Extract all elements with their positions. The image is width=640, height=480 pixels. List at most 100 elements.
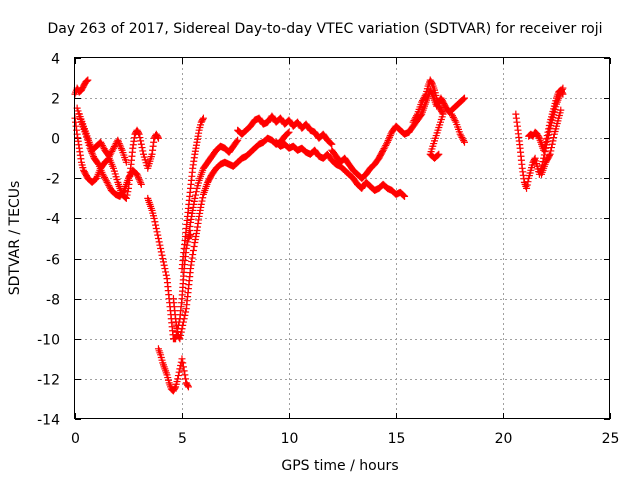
data-point [110, 143, 118, 151]
data-point [182, 375, 190, 383]
data-point [178, 325, 186, 333]
data-point [102, 177, 110, 185]
data-point [180, 315, 188, 323]
data-point [530, 156, 538, 164]
data-point [155, 238, 163, 246]
data-point [161, 265, 169, 273]
data-point [98, 141, 106, 149]
data-point [123, 191, 131, 199]
series-g [169, 128, 293, 343]
data-point [549, 137, 557, 145]
x-tick-labels: 0 5 10 15 20 25 [71, 431, 619, 447]
chart-title: Day 263 of 2017, Sidereal Day-to-day VTE… [47, 21, 602, 37]
data-point [103, 178, 111, 186]
data-point [153, 228, 161, 236]
data-point [176, 335, 184, 343]
data-point [150, 214, 158, 222]
data-point [386, 132, 394, 140]
data-point [101, 175, 109, 183]
data-point [327, 139, 335, 147]
data-point [546, 150, 554, 158]
data-point [101, 174, 109, 182]
data-point [116, 141, 124, 149]
data-point [460, 95, 468, 103]
data-point [199, 116, 207, 124]
data-point [137, 137, 145, 145]
series-r [538, 106, 565, 178]
y-axis-label: SDTVAR / TECUs [7, 181, 23, 296]
data-point [401, 192, 409, 200]
data-point [106, 151, 114, 159]
data-point [189, 251, 197, 259]
data-point [457, 132, 465, 140]
data-point [100, 172, 108, 180]
data-point [417, 111, 425, 119]
data-point [380, 145, 388, 153]
data-point [540, 151, 548, 159]
y-tick-label: -8 [46, 293, 60, 309]
data-point [179, 359, 187, 367]
data-point [177, 328, 185, 336]
data-point [162, 271, 170, 279]
data-point [84, 76, 92, 84]
data-point [197, 200, 205, 208]
data-point [399, 191, 407, 199]
y-tick-label: 2 [51, 92, 60, 108]
data-point [152, 224, 160, 232]
data-point [106, 183, 114, 191]
data-point [137, 179, 145, 187]
data-point [159, 258, 167, 266]
x-tick-label: 20 [495, 431, 513, 447]
data-point [448, 110, 456, 118]
data-point [459, 135, 467, 143]
data-point [435, 150, 443, 158]
data-point [117, 145, 125, 153]
data-point [160, 261, 168, 269]
data-point [98, 140, 106, 148]
data-point [94, 159, 102, 167]
data-point [157, 245, 165, 253]
data-point [137, 140, 145, 148]
data-point [386, 133, 394, 141]
data-point [171, 384, 179, 392]
data-point [184, 382, 192, 390]
y-tick-label: -10 [37, 333, 60, 349]
data-point [110, 144, 118, 152]
data-point [523, 184, 531, 192]
data-point [545, 125, 553, 133]
data-point [184, 383, 192, 391]
data-point [174, 375, 182, 383]
y-tick-label: 0 [51, 132, 60, 148]
data-point [448, 112, 456, 120]
data-point [134, 174, 142, 182]
data-point [115, 140, 123, 148]
data-point [135, 175, 143, 183]
y-tick-label: -6 [46, 253, 60, 269]
series-q [525, 86, 567, 154]
data-point [138, 144, 146, 152]
data-point [181, 371, 189, 379]
series-l [328, 122, 413, 182]
data-point [233, 137, 241, 145]
data-point [191, 194, 199, 202]
data-point [460, 94, 468, 102]
data-point [158, 251, 166, 259]
data-point [456, 130, 464, 138]
data-point [192, 188, 200, 196]
data-point [154, 231, 162, 239]
data-point [82, 77, 90, 85]
data-point [544, 128, 552, 136]
data-point [428, 89, 436, 97]
data-point [460, 137, 468, 145]
data-point [428, 79, 436, 87]
data-point [550, 134, 558, 142]
data-point [136, 177, 144, 185]
data-point [177, 331, 185, 339]
data-point [179, 363, 187, 371]
data-point [189, 247, 197, 255]
data-point [117, 143, 125, 151]
data-point [542, 138, 550, 146]
data-point [523, 181, 531, 189]
data-point [175, 368, 183, 376]
